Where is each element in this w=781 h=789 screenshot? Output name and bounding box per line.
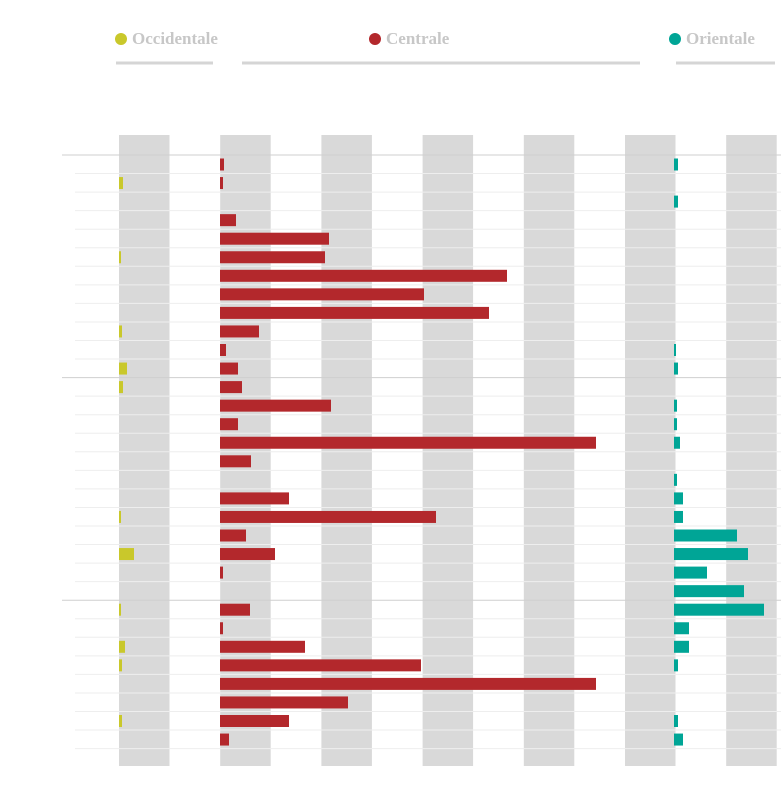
bar <box>220 177 223 190</box>
bar <box>674 659 678 672</box>
bar <box>220 715 289 727</box>
bar <box>674 418 677 431</box>
bar <box>674 492 683 505</box>
bar <box>220 436 596 449</box>
bar <box>674 158 678 171</box>
bar <box>674 195 678 208</box>
bar <box>220 696 348 709</box>
bar <box>220 381 242 394</box>
bar <box>119 659 122 672</box>
bar <box>674 566 707 579</box>
bar <box>119 362 127 375</box>
bar <box>220 344 226 356</box>
bar <box>674 548 748 561</box>
bar <box>119 177 123 190</box>
stripe <box>726 135 777 766</box>
legend-dot <box>115 33 127 45</box>
stripe <box>119 135 170 766</box>
legend-label: Orientale <box>686 29 755 48</box>
stripe <box>422 135 474 766</box>
bar <box>674 529 737 542</box>
bar <box>220 566 223 579</box>
bar <box>220 288 424 301</box>
bar <box>220 640 305 653</box>
bar <box>220 232 329 245</box>
bar <box>119 715 122 727</box>
bar <box>119 251 121 264</box>
bar <box>220 529 246 542</box>
bar <box>220 362 238 375</box>
bar <box>674 473 677 486</box>
bar <box>220 733 229 746</box>
bar <box>220 510 436 523</box>
bar <box>119 325 122 338</box>
bar <box>220 548 275 561</box>
bar <box>674 585 744 598</box>
bar <box>119 640 125 653</box>
bar <box>220 622 223 635</box>
stripe <box>625 135 676 766</box>
bar <box>119 548 134 561</box>
bar <box>674 640 689 653</box>
bar <box>220 251 325 264</box>
bar <box>119 510 121 523</box>
bar <box>674 510 683 523</box>
bar <box>220 214 236 227</box>
bar <box>119 603 121 616</box>
bar <box>220 659 421 672</box>
bar <box>674 399 677 412</box>
legend-dot <box>369 33 381 45</box>
bar <box>674 344 676 356</box>
bar <box>674 436 680 449</box>
bar <box>674 715 678 727</box>
stripe <box>523 135 575 766</box>
bar <box>220 418 238 431</box>
bar <box>220 269 507 282</box>
legend-dot <box>669 33 681 45</box>
bar <box>220 455 251 468</box>
bar <box>220 306 489 319</box>
bar <box>674 622 689 635</box>
bar <box>674 603 764 616</box>
bar <box>220 677 596 690</box>
bar <box>674 733 683 746</box>
bar <box>220 399 331 412</box>
bar <box>220 325 259 338</box>
bar <box>220 158 224 171</box>
bar <box>220 492 289 505</box>
legend-label: Centrale <box>386 29 450 48</box>
bar <box>119 381 123 394</box>
bar <box>220 603 250 616</box>
bar <box>674 362 678 375</box>
legend-label: Occidentale <box>132 29 218 48</box>
